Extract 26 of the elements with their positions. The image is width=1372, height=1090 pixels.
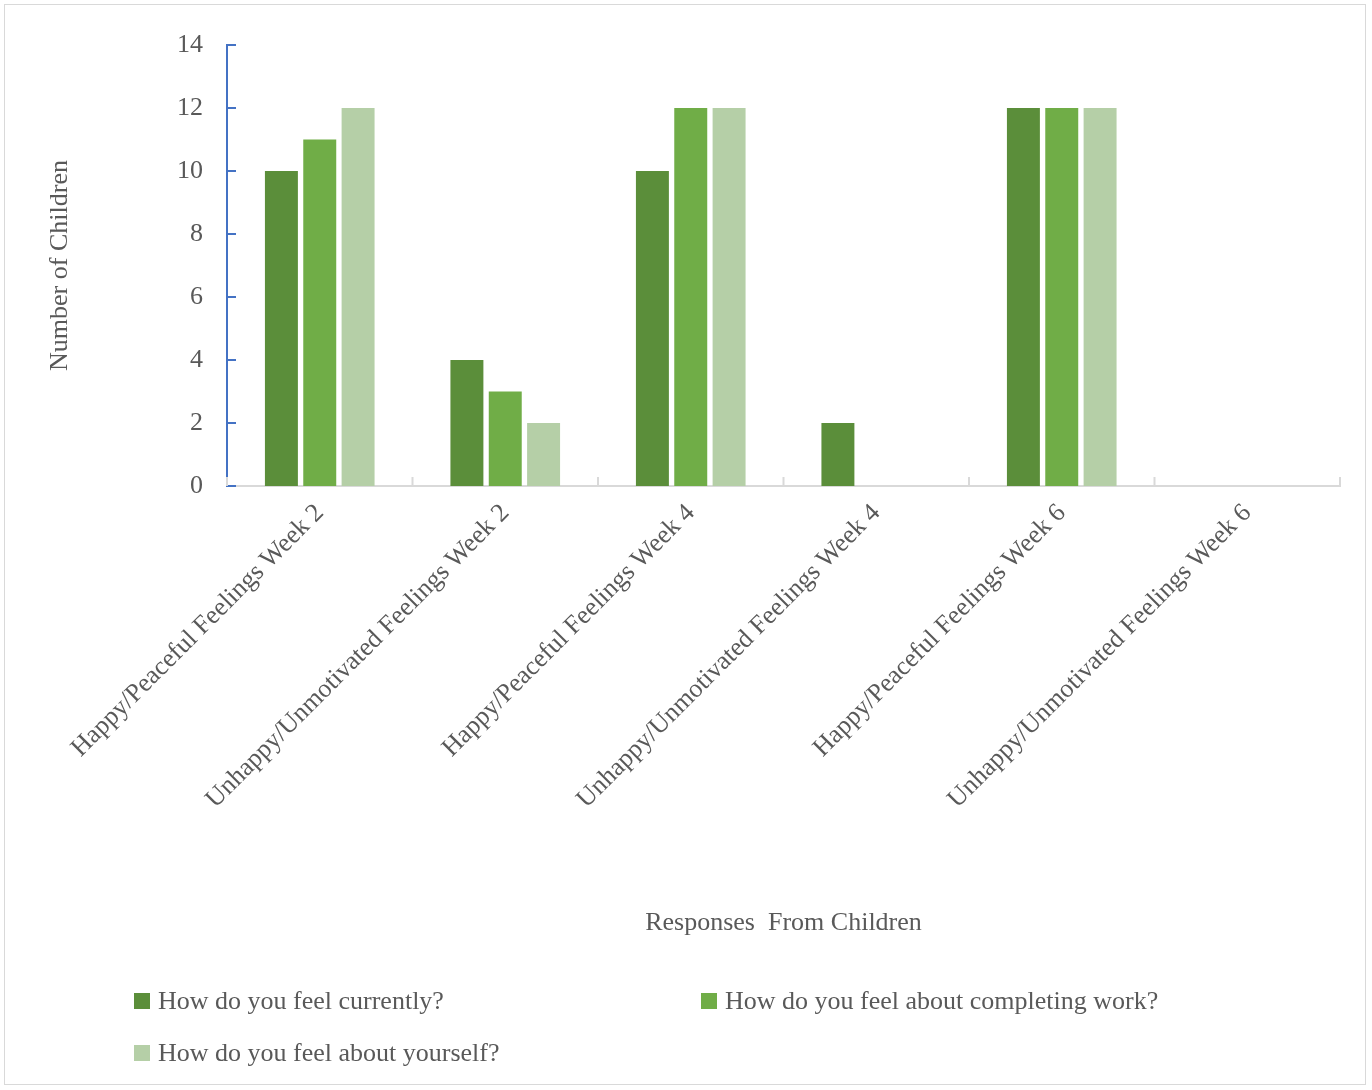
bar (1083, 108, 1117, 486)
bar (821, 423, 855, 486)
bar (264, 171, 298, 486)
y-tick-label: 0 (190, 469, 203, 499)
y-tick-label: 14 (177, 28, 203, 58)
legend-label: How do you feel about yourself? (158, 1037, 500, 1069)
y-tick-label: 2 (190, 406, 203, 436)
bar (527, 423, 561, 486)
bar (635, 171, 669, 486)
legend-label: How do you feel currently? (158, 985, 444, 1017)
y-tick-label: 10 (177, 154, 203, 184)
bar (712, 108, 746, 486)
y-tick-label: 12 (177, 91, 203, 121)
y-axis-title: Number of Children (44, 160, 74, 371)
y-tick-label: 4 (190, 343, 203, 373)
bar (303, 139, 337, 486)
y-tick-label: 6 (190, 280, 203, 310)
bar (674, 108, 708, 486)
bar (1006, 108, 1040, 486)
bar (488, 391, 522, 486)
bar (450, 360, 484, 486)
y-tick-label: 8 (190, 217, 203, 247)
x-axis-title: Responses From Children (645, 907, 922, 937)
legend-label: How do you feel about completing work? (725, 985, 1159, 1017)
bar (341, 108, 375, 486)
bar (1045, 108, 1079, 486)
